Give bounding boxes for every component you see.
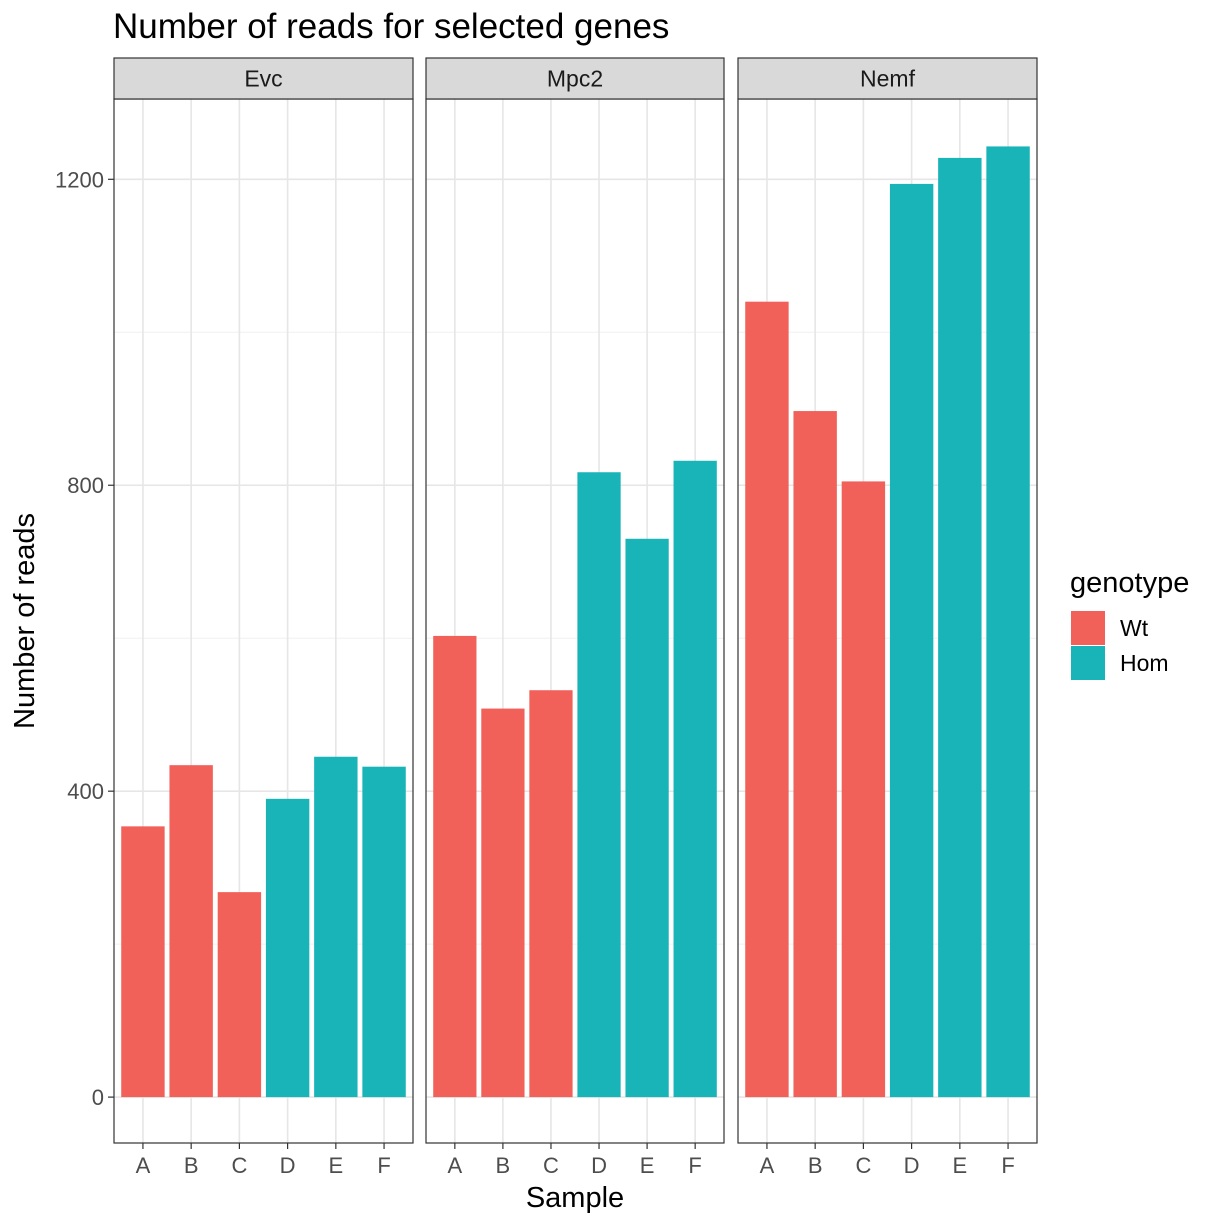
bar-evc-c bbox=[217, 892, 262, 1098]
y-axis: 0 400 800 1200 bbox=[55, 167, 114, 1110]
facet-strip bbox=[425, 57, 725, 100]
bar-mpc2-c bbox=[529, 690, 573, 1098]
x-tick-label: B bbox=[184, 1153, 199, 1178]
x-tick-label: E bbox=[952, 1153, 967, 1178]
bar-evc-a bbox=[121, 826, 165, 1098]
facet-strip-label: Evc bbox=[244, 66, 282, 92]
x-tick-label: F bbox=[688, 1153, 701, 1178]
bar-mpc2-b bbox=[481, 708, 525, 1098]
facet-strip-label: Mpc2 bbox=[547, 66, 603, 92]
bar-nemf-f bbox=[986, 146, 1030, 1098]
y-tick-label: 800 bbox=[67, 473, 104, 498]
facet-mpc2: Mpc2 A B C D E F bbox=[425, 57, 725, 1178]
x-tick-label: E bbox=[640, 1153, 655, 1178]
x-tick-label: C bbox=[855, 1153, 871, 1178]
bar-evc-e bbox=[314, 756, 358, 1098]
x-tick-label: D bbox=[904, 1153, 920, 1178]
legend-key-wt bbox=[1071, 611, 1105, 645]
bar-mpc2-a bbox=[433, 635, 477, 1098]
x-tick-label: A bbox=[136, 1153, 151, 1178]
y-tick-label: 1200 bbox=[55, 167, 104, 192]
legend-label-wt: Wt bbox=[1120, 615, 1149, 641]
legend-label-hom: Hom bbox=[1120, 650, 1169, 676]
facet-evc: Evc A B C D E F bbox=[113, 57, 414, 1178]
x-axis-title: Sample bbox=[526, 1182, 624, 1214]
x-tick-label: C bbox=[231, 1153, 247, 1178]
bar-evc-d bbox=[265, 798, 310, 1098]
facet-strip bbox=[113, 57, 414, 100]
y-axis-title: Number of reads bbox=[9, 513, 41, 729]
x-tick-label: E bbox=[328, 1153, 343, 1178]
x-tick-label: A bbox=[760, 1153, 775, 1178]
y-tick-label: 400 bbox=[67, 779, 104, 804]
facet-strip-label: Nemf bbox=[860, 66, 916, 92]
x-tick-label: F bbox=[377, 1153, 390, 1178]
bar-nemf-c bbox=[841, 481, 886, 1098]
bar-mpc2-f bbox=[673, 460, 717, 1098]
bar-evc-f bbox=[362, 766, 406, 1098]
x-tick-label: B bbox=[496, 1153, 511, 1178]
facet-nemf: Nemf A B C D E F bbox=[737, 57, 1038, 1178]
bar-nemf-a bbox=[745, 301, 789, 1098]
x-tick-label: A bbox=[447, 1153, 462, 1178]
x-tick-label: B bbox=[808, 1153, 823, 1178]
bar-nemf-e bbox=[938, 157, 982, 1098]
x-tick-label: F bbox=[1001, 1153, 1014, 1178]
legend: genotype Wt Hom bbox=[1070, 567, 1189, 680]
bar-mpc2-d bbox=[577, 472, 621, 1098]
bar-nemf-d bbox=[889, 183, 934, 1098]
chart-title: Number of reads for selected genes bbox=[113, 7, 669, 46]
facet-panels: Evc A B C D E F Mpc2 A B C D E F Nemf A B C D E F bbox=[113, 57, 1038, 1178]
bar-evc-b bbox=[169, 765, 213, 1098]
y-tick-label: 0 bbox=[92, 1085, 104, 1110]
facet-strip bbox=[737, 57, 1038, 100]
legend-title: genotype bbox=[1070, 567, 1189, 599]
legend-key-hom bbox=[1071, 646, 1105, 680]
bar-mpc2-e bbox=[625, 538, 669, 1098]
x-tick-label: D bbox=[591, 1153, 607, 1178]
x-tick-label: C bbox=[543, 1153, 559, 1178]
x-tick-label: D bbox=[280, 1153, 296, 1178]
bar-nemf-b bbox=[793, 411, 837, 1098]
